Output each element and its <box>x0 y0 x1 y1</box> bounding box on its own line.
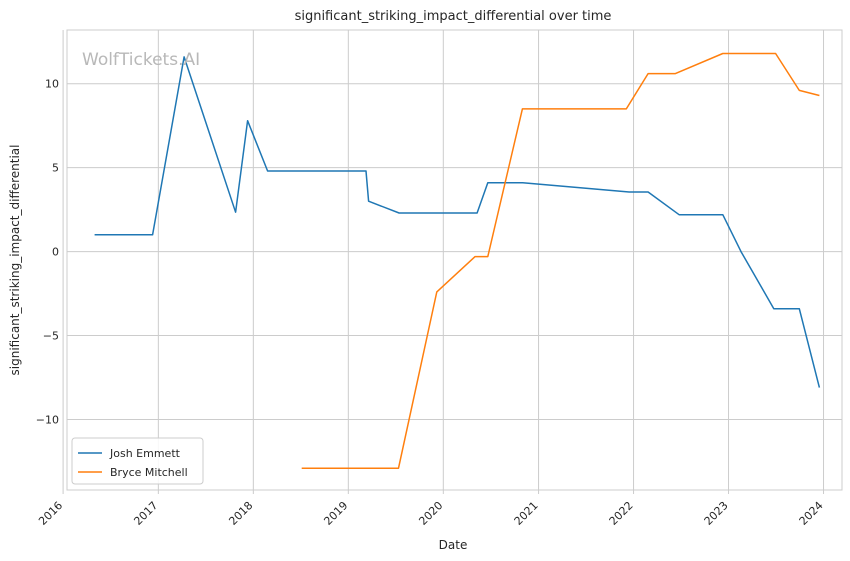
y-tick-label: 10 <box>45 78 59 91</box>
series-line-1 <box>94 56 821 388</box>
x-axis-label: Date <box>439 538 468 552</box>
x-tick-label: 2020 <box>416 499 445 528</box>
legend-entry: Bryce Mitchell <box>110 466 188 479</box>
x-tick-label: 2021 <box>512 499 541 528</box>
watermark: WolfTickets.AI <box>82 50 200 70</box>
grid <box>62 30 842 490</box>
y-tick-label: −5 <box>43 330 59 343</box>
series-layer <box>94 52 821 469</box>
plot-area <box>62 29 843 491</box>
y-axis-ticks: −10 −5 0 5 10 <box>36 78 59 427</box>
legend-box <box>71 437 204 485</box>
y-tick-label: 0 <box>52 246 59 259</box>
series-line-2 <box>301 52 820 469</box>
chart-title: significant_striking_impact_differential… <box>295 9 612 24</box>
plot-frame <box>66 29 843 491</box>
x-tick-label: 2017 <box>131 499 160 528</box>
x-tick-label: 2024 <box>797 499 826 528</box>
legend: Josh Emmett Bryce Mitchell <box>71 437 204 485</box>
x-tick-label: 2019 <box>321 499 350 528</box>
x-tick-label: 2022 <box>607 499 636 528</box>
x-tick-label: 2018 <box>226 499 255 528</box>
y-tick-label: −10 <box>36 413 59 426</box>
y-tick-label: 5 <box>52 162 59 175</box>
y-axis-label: significant_striking_impact_differential <box>8 145 22 376</box>
x-tick-label: 2016 <box>36 499 65 528</box>
legend-entry: Josh Emmett <box>109 447 181 460</box>
x-axis-ticks: 2016 2017 2018 2019 2020 2021 2022 2023 2024 <box>36 490 826 528</box>
x-tick-label: 2023 <box>702 499 731 528</box>
